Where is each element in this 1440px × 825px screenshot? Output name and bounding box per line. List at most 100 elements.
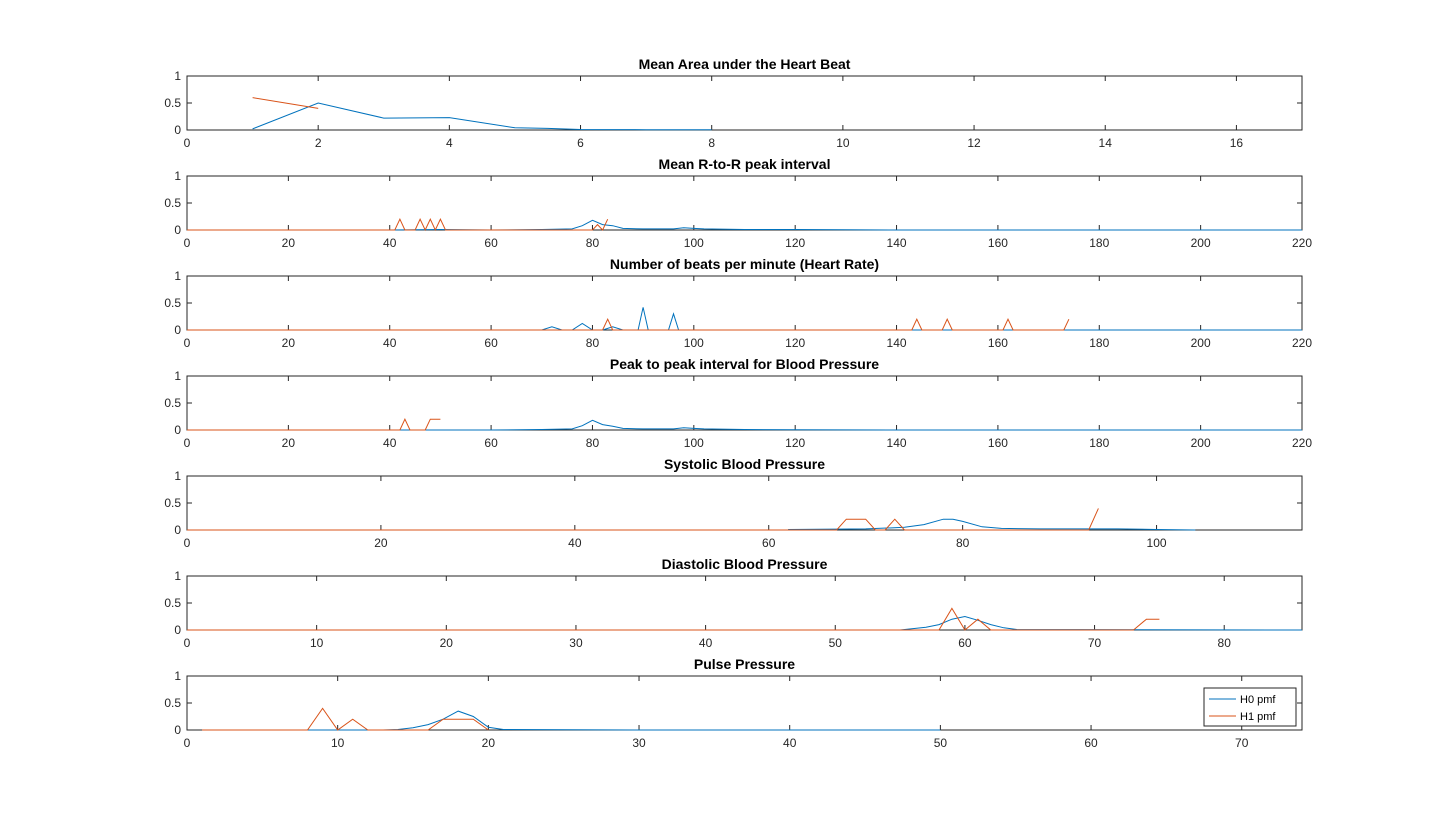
x-tick-label: 40 xyxy=(699,636,713,650)
x-tick-label: 200 xyxy=(1191,236,1211,250)
x-tick-label: 0 xyxy=(184,336,191,350)
series-line-h0 xyxy=(187,615,1303,631)
y-tick-label: 1 xyxy=(174,369,181,383)
y-tick-label: 0 xyxy=(174,123,181,137)
x-tick-label: 120 xyxy=(785,436,805,450)
x-tick-label: 200 xyxy=(1191,436,1211,450)
x-tick-label: 180 xyxy=(1089,336,1109,350)
x-tick-label: 140 xyxy=(887,236,907,250)
x-tick-label: 70 xyxy=(1088,636,1102,650)
x-tick-label: 10 xyxy=(836,136,850,150)
x-tick-label: 0 xyxy=(184,536,191,550)
x-tick-label: 220 xyxy=(1292,336,1312,350)
legend-box xyxy=(1203,687,1297,727)
axes-box xyxy=(186,175,1303,231)
x-tick-label: 100 xyxy=(684,336,704,350)
x-tick-label: 40 xyxy=(383,436,397,450)
series-line-h1 xyxy=(202,707,489,731)
x-tick-label: 40 xyxy=(568,536,582,550)
x-tick-label: 40 xyxy=(383,336,397,350)
subplot-5: Systolic Blood Pressure 0 20 40 60 80 100 0 0.5 1 xyxy=(164,456,1303,550)
x-tick-label: 50 xyxy=(934,736,948,750)
x-tick-label: 50 xyxy=(829,636,843,650)
y-tick-label: 0 xyxy=(174,423,181,437)
x-tick-label: 30 xyxy=(632,736,646,750)
series-line-h0 xyxy=(788,518,1196,531)
x-tick-label: 80 xyxy=(956,536,970,550)
x-tick-label: 60 xyxy=(762,536,776,550)
x-tick-label: 4 xyxy=(446,136,453,150)
x-tick-label: 0 xyxy=(184,236,191,250)
x-tick-label: 100 xyxy=(684,236,704,250)
x-tick-label: 80 xyxy=(586,336,600,350)
x-tick-label: 6 xyxy=(577,136,584,150)
x-tick-label: 0 xyxy=(184,136,191,150)
chart-title: Mean Area under the Heart Beat xyxy=(639,56,851,72)
x-tick-label: 20 xyxy=(374,536,388,550)
x-tick-label: 10 xyxy=(310,636,324,650)
x-tick-label: 16 xyxy=(1230,136,1244,150)
y-tick-label: 1 xyxy=(174,169,181,183)
legend-label-h0: H0 pmf xyxy=(1240,694,1276,706)
x-tick-label: 30 xyxy=(569,636,583,650)
y-tick-label: 0 xyxy=(174,323,181,337)
y-tick-label: 1 xyxy=(174,69,181,83)
series-line-h1 xyxy=(187,607,1160,631)
chart-title: Number of beats per minute (Heart Rate) xyxy=(610,256,879,272)
x-tick-label: 20 xyxy=(440,636,454,650)
chart-title: Systolic Blood Pressure xyxy=(664,456,825,472)
y-tick-label: 0.5 xyxy=(164,496,181,510)
x-tick-label: 14 xyxy=(1099,136,1113,150)
y-tick-label: 0.5 xyxy=(164,596,181,610)
subplot-7: Pulse Pressure 0 10 20 30 40 50 60 70 0 0.5 1 H0 pmf… xyxy=(164,656,1303,750)
x-tick-label: 160 xyxy=(988,436,1008,450)
y-tick-label: 1 xyxy=(174,569,181,583)
axes-box xyxy=(186,75,1303,131)
x-tick-label: 100 xyxy=(684,436,704,450)
axes-box xyxy=(186,575,1303,631)
axes-box xyxy=(186,475,1303,531)
series-line-h1 xyxy=(187,218,609,232)
series-line-h1 xyxy=(187,418,441,431)
series-line-h0 xyxy=(252,102,712,131)
series-line-h1 xyxy=(187,508,1099,531)
chart-title: Diastolic Blood Pressure xyxy=(662,556,828,572)
subplot-4: Peak to peak interval for Blood Pressure… xyxy=(164,356,1312,450)
x-tick-label: 60 xyxy=(484,236,498,250)
x-tick-label: 220 xyxy=(1292,236,1312,250)
x-tick-label: 160 xyxy=(988,236,1008,250)
series-line-h1 xyxy=(252,97,319,109)
y-tick-label: 0 xyxy=(174,723,181,737)
x-tick-label: 60 xyxy=(958,636,972,650)
x-tick-label: 20 xyxy=(282,436,296,450)
x-tick-label: 8 xyxy=(708,136,715,150)
x-tick-label: 200 xyxy=(1191,336,1211,350)
y-tick-label: 0 xyxy=(174,523,181,537)
y-tick-label: 0.5 xyxy=(164,296,181,310)
y-tick-label: 1 xyxy=(174,669,181,683)
x-tick-label: 10 xyxy=(331,736,345,750)
x-tick-label: 120 xyxy=(785,336,805,350)
x-tick-label: 40 xyxy=(383,236,397,250)
subplot-3: Number of beats per minute (Heart Rate) 0… xyxy=(164,256,1312,350)
x-tick-label: 20 xyxy=(282,236,296,250)
y-tick-label: 0.5 xyxy=(164,396,181,410)
x-tick-label: 70 xyxy=(1235,736,1249,750)
x-tick-label: 20 xyxy=(282,336,296,350)
y-tick-label: 0.5 xyxy=(164,696,181,710)
series-line-h1 xyxy=(187,318,1070,331)
x-tick-label: 2 xyxy=(315,136,322,150)
x-tick-label: 0 xyxy=(184,636,191,650)
x-tick-label: 140 xyxy=(887,336,907,350)
y-tick-label: 0 xyxy=(174,223,181,237)
axes-box xyxy=(186,275,1303,331)
chart-title: Mean R-to-R peak interval xyxy=(659,156,831,172)
x-tick-label: 40 xyxy=(783,736,797,750)
x-tick-label: 20 xyxy=(482,736,496,750)
y-tick-label: 0 xyxy=(174,623,181,637)
legend: H0 pmf H1 pmf xyxy=(1203,687,1297,727)
axes-box xyxy=(186,375,1303,431)
